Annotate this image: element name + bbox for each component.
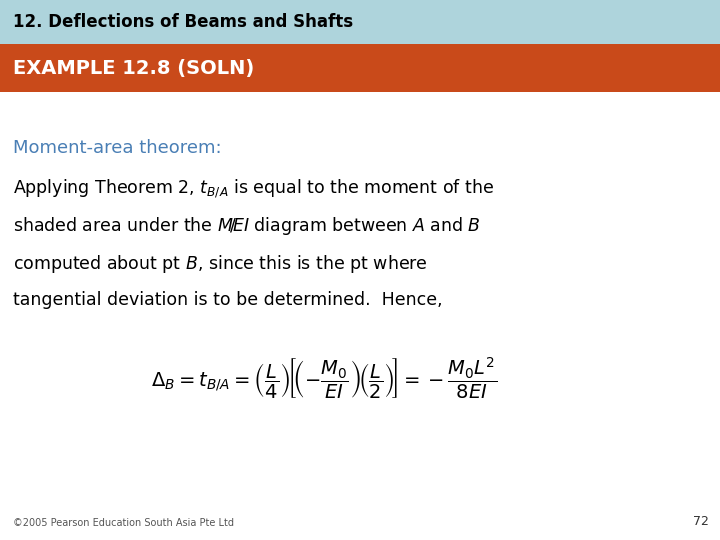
Text: 12. Deflections of Beams and Shafts: 12. Deflections of Beams and Shafts (13, 13, 353, 31)
Text: tangential deviation is to be determined.  Hence,: tangential deviation is to be determined… (13, 291, 443, 308)
Text: Moment-area theorem:: Moment-area theorem: (13, 139, 222, 157)
Text: $\Delta_B = t_{B/A} = \left(\dfrac{L}{4}\right)\!\left[\!\left(-\dfrac{M_0}{EI}\: $\Delta_B = t_{B/A} = \left(\dfrac{L}{4}… (151, 355, 497, 401)
FancyBboxPatch shape (0, 0, 720, 44)
Text: 72: 72 (693, 515, 709, 528)
Text: ©2005 Pearson Education South Asia Pte Ltd: ©2005 Pearson Education South Asia Pte L… (13, 518, 234, 528)
Text: EXAMPLE 12.8 (SOLN): EXAMPLE 12.8 (SOLN) (13, 58, 254, 78)
Text: computed about pt $B$, since this is the pt where: computed about pt $B$, since this is the… (13, 253, 428, 275)
FancyBboxPatch shape (0, 44, 720, 92)
Text: shaded area under the $M\!/\!EI$ diagram between $A$ and $B$: shaded area under the $M\!/\!EI$ diagram… (13, 215, 481, 237)
Text: Applying Theorem 2, $t_{B/A}$ is equal to the moment of the: Applying Theorem 2, $t_{B/A}$ is equal t… (13, 177, 494, 200)
